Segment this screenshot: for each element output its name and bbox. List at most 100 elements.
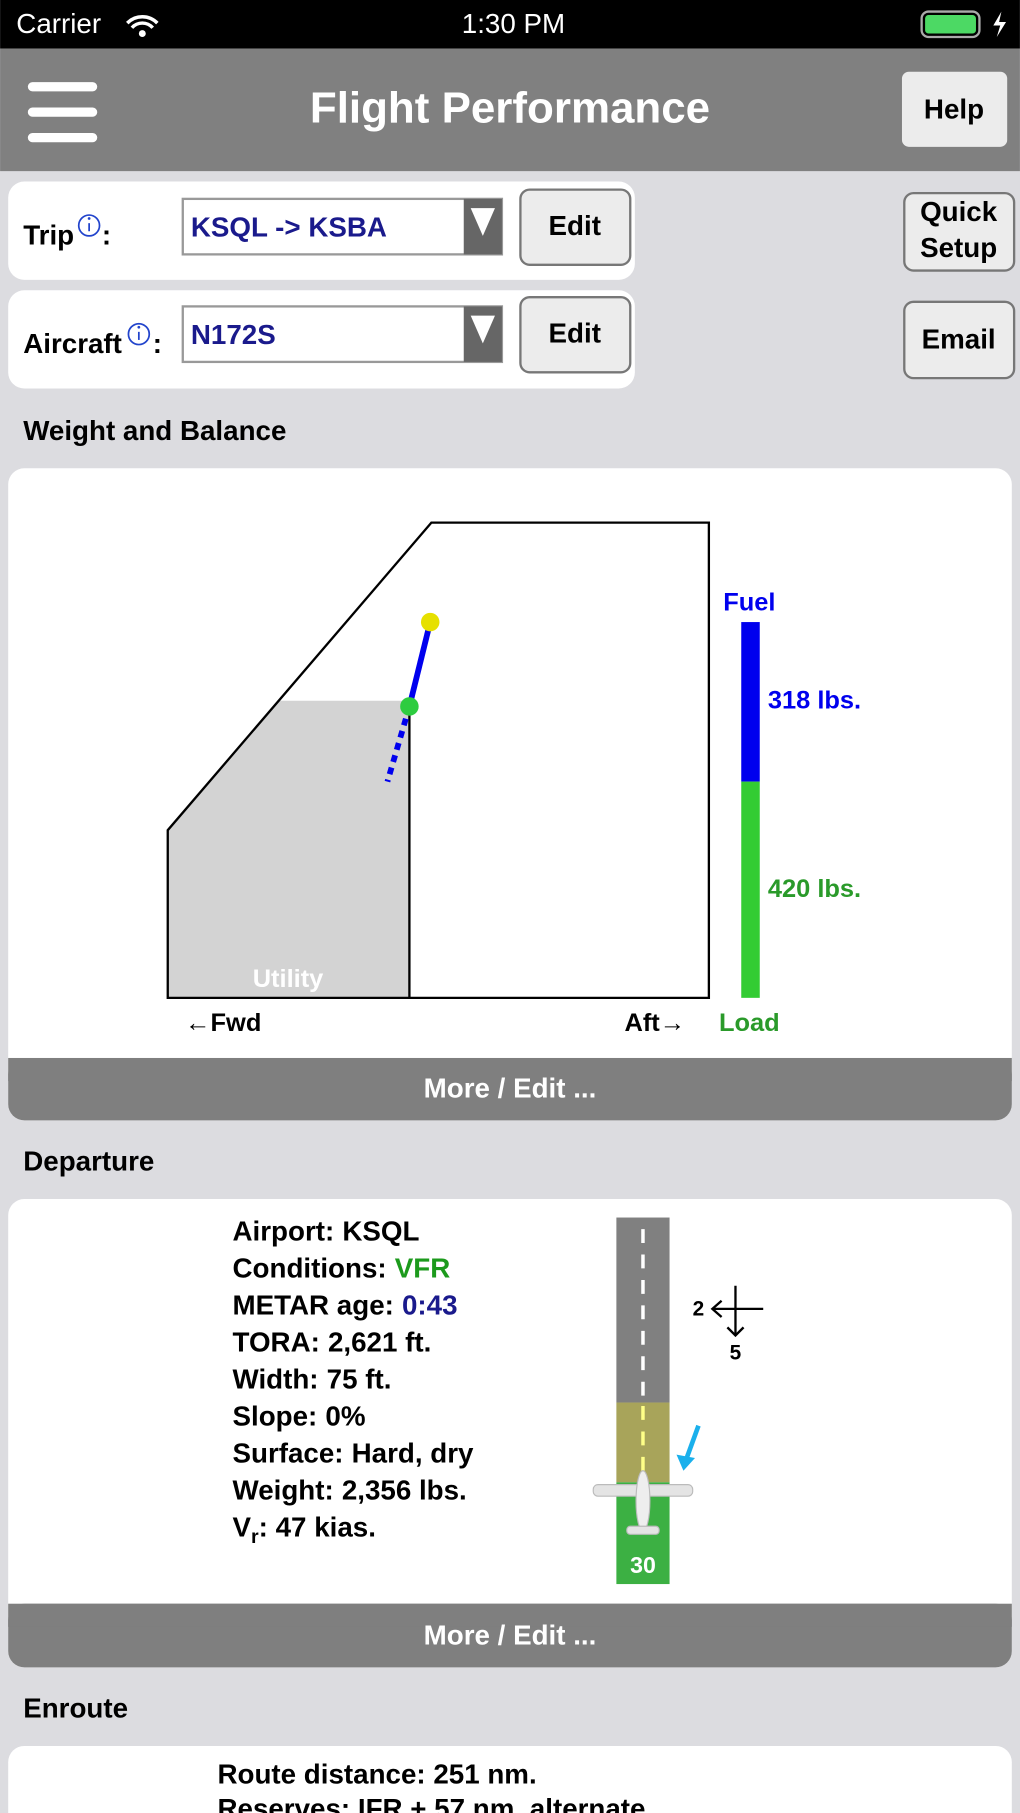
- dropdown-arrow: [470, 315, 495, 344]
- load-bar: [741, 781, 760, 998]
- airplane-fuselage: [635, 1470, 651, 1532]
- cg-envelope: [166, 521, 711, 999]
- section-title: Enroute: [23, 1692, 128, 1723]
- info-line: TORA: 2,621 ft.: [233, 1327, 432, 1358]
- info-line: Conditions: VFR: [233, 1253, 451, 1284]
- vr-line: Vr: 47 kias.: [233, 1512, 376, 1548]
- cg-path: [406, 621, 434, 708]
- fuel-bar: [741, 622, 760, 782]
- load-label: Load: [719, 1009, 780, 1037]
- more-label: More / Edit ...: [424, 1620, 597, 1651]
- trip-edit-button[interactable]: [519, 188, 632, 266]
- aircraft-colon: :: [153, 328, 162, 359]
- wifi-icon: [126, 15, 159, 30]
- info-value: 0:43: [402, 1290, 458, 1321]
- info-line: Airport: KSQL: [233, 1216, 420, 1247]
- aft-label: Aft→: [624, 1009, 685, 1037]
- runway-number: 30: [630, 1552, 656, 1578]
- email-button[interactable]: [903, 300, 1016, 380]
- aircraft-dropdown[interactable]: [181, 305, 504, 364]
- more-button-top: [8, 1603, 1012, 1627]
- more-label: More / Edit ...: [424, 1073, 597, 1104]
- help-label: Help: [924, 93, 984, 124]
- airplane-tail: [626, 1525, 660, 1535]
- section-title: Weight and Balance: [23, 415, 286, 446]
- aircraft-edit-label: Edit: [549, 318, 601, 349]
- cg-takeoff: [420, 612, 440, 632]
- wb-panel: [8, 468, 1012, 1121]
- info-label: Surface:: [233, 1438, 344, 1469]
- trip-label: Trip: [23, 219, 74, 250]
- status-bar: [0, 0, 1020, 49]
- trip-colon: :: [102, 219, 111, 250]
- info-label: METAR age:: [233, 1290, 394, 1321]
- wifi-dot: [138, 30, 146, 37]
- info-value: 0%: [325, 1401, 365, 1432]
- section-title: Departure: [23, 1146, 154, 1177]
- enroute-line: Reserves: IFR + 57 nm. alternate: [217, 1793, 645, 1813]
- aircraft-value: N172S: [191, 319, 276, 350]
- utility-label: Utility: [253, 965, 324, 993]
- utility-envelope: [167, 700, 410, 998]
- dropdown-arrow: [470, 208, 495, 236]
- info-label: Airport:: [233, 1216, 335, 1247]
- info-line: Surface: Hard, dry: [233, 1438, 475, 1469]
- aircraft-edit-button[interactable]: [519, 296, 632, 374]
- vr-subscript: r: [251, 1526, 259, 1548]
- info-label: Conditions:: [233, 1253, 387, 1284]
- info-value: KSQL: [342, 1216, 419, 1247]
- more-button-top: [8, 1057, 1012, 1082]
- cg-path-dotted: [384, 705, 413, 783]
- clock: 1:30 PM: [462, 8, 565, 39]
- fwd-label: ←Fwd: [185, 1009, 261, 1037]
- cg-zero-fuel: [400, 697, 419, 716]
- headwind-value: 5: [730, 1341, 742, 1364]
- info-icon-dot: [137, 325, 141, 329]
- email-label: Email: [922, 323, 996, 354]
- info-line: Slope: 0%: [233, 1401, 366, 1432]
- vr-label: V: [233, 1512, 252, 1543]
- info-label: Slope:: [233, 1401, 318, 1432]
- info-label: TORA:: [233, 1327, 320, 1358]
- carrier: Carrier: [16, 8, 101, 39]
- info-icon[interactable]: [127, 322, 151, 346]
- charging-icon: [993, 11, 1007, 37]
- info-icon[interactable]: [77, 214, 101, 237]
- info-line: METAR age: 0:43: [233, 1290, 458, 1321]
- trip-value: KSQL -> KSBA: [191, 211, 387, 242]
- info-value: VFR: [395, 1253, 451, 1284]
- quick-setup-button[interactable]: [903, 191, 1016, 272]
- help-button[interactable]: [901, 71, 1008, 147]
- battery-level: [925, 15, 976, 34]
- fuel-label: Fuel: [723, 588, 775, 616]
- departure-panel: [8, 1199, 1012, 1668]
- info-line: Weight: 2,356 lbs.: [233, 1475, 467, 1506]
- battery: [920, 10, 981, 39]
- enroute-line: Route distance: 251 nm.: [217, 1758, 536, 1789]
- info-label: Weight:: [233, 1475, 334, 1506]
- wind-arrow-head: [676, 1454, 695, 1471]
- menu-button[interactable]: [27, 82, 98, 143]
- info-value: 2,356 lbs.: [342, 1475, 467, 1506]
- info-value: Hard, dry: [352, 1438, 474, 1469]
- trip-edit-label: Edit: [549, 210, 601, 241]
- crosswind-value: 2: [693, 1298, 705, 1321]
- fuel-weight: 318 lbs.: [768, 687, 861, 715]
- page-title: Flight Performance: [310, 84, 710, 133]
- info-line: Width: 75 ft.: [233, 1364, 392, 1395]
- quick-setup-label: Quick: [920, 196, 998, 227]
- info-icon-dot: [87, 217, 91, 220]
- load-weight: 420 lbs.: [768, 875, 861, 903]
- info-label: Width:: [233, 1364, 319, 1395]
- quick-setup-label: Setup: [920, 232, 997, 263]
- vr-value: : 47 kias.: [259, 1512, 376, 1543]
- enroute-panel: [8, 1745, 1012, 1813]
- wind-component-arrows: [710, 1299, 745, 1338]
- header: [0, 48, 1020, 172]
- info-value: 75 ft.: [327, 1364, 392, 1395]
- aircraft-label: Aircraft: [23, 328, 122, 359]
- info-value: 2,621 ft.: [328, 1327, 431, 1358]
